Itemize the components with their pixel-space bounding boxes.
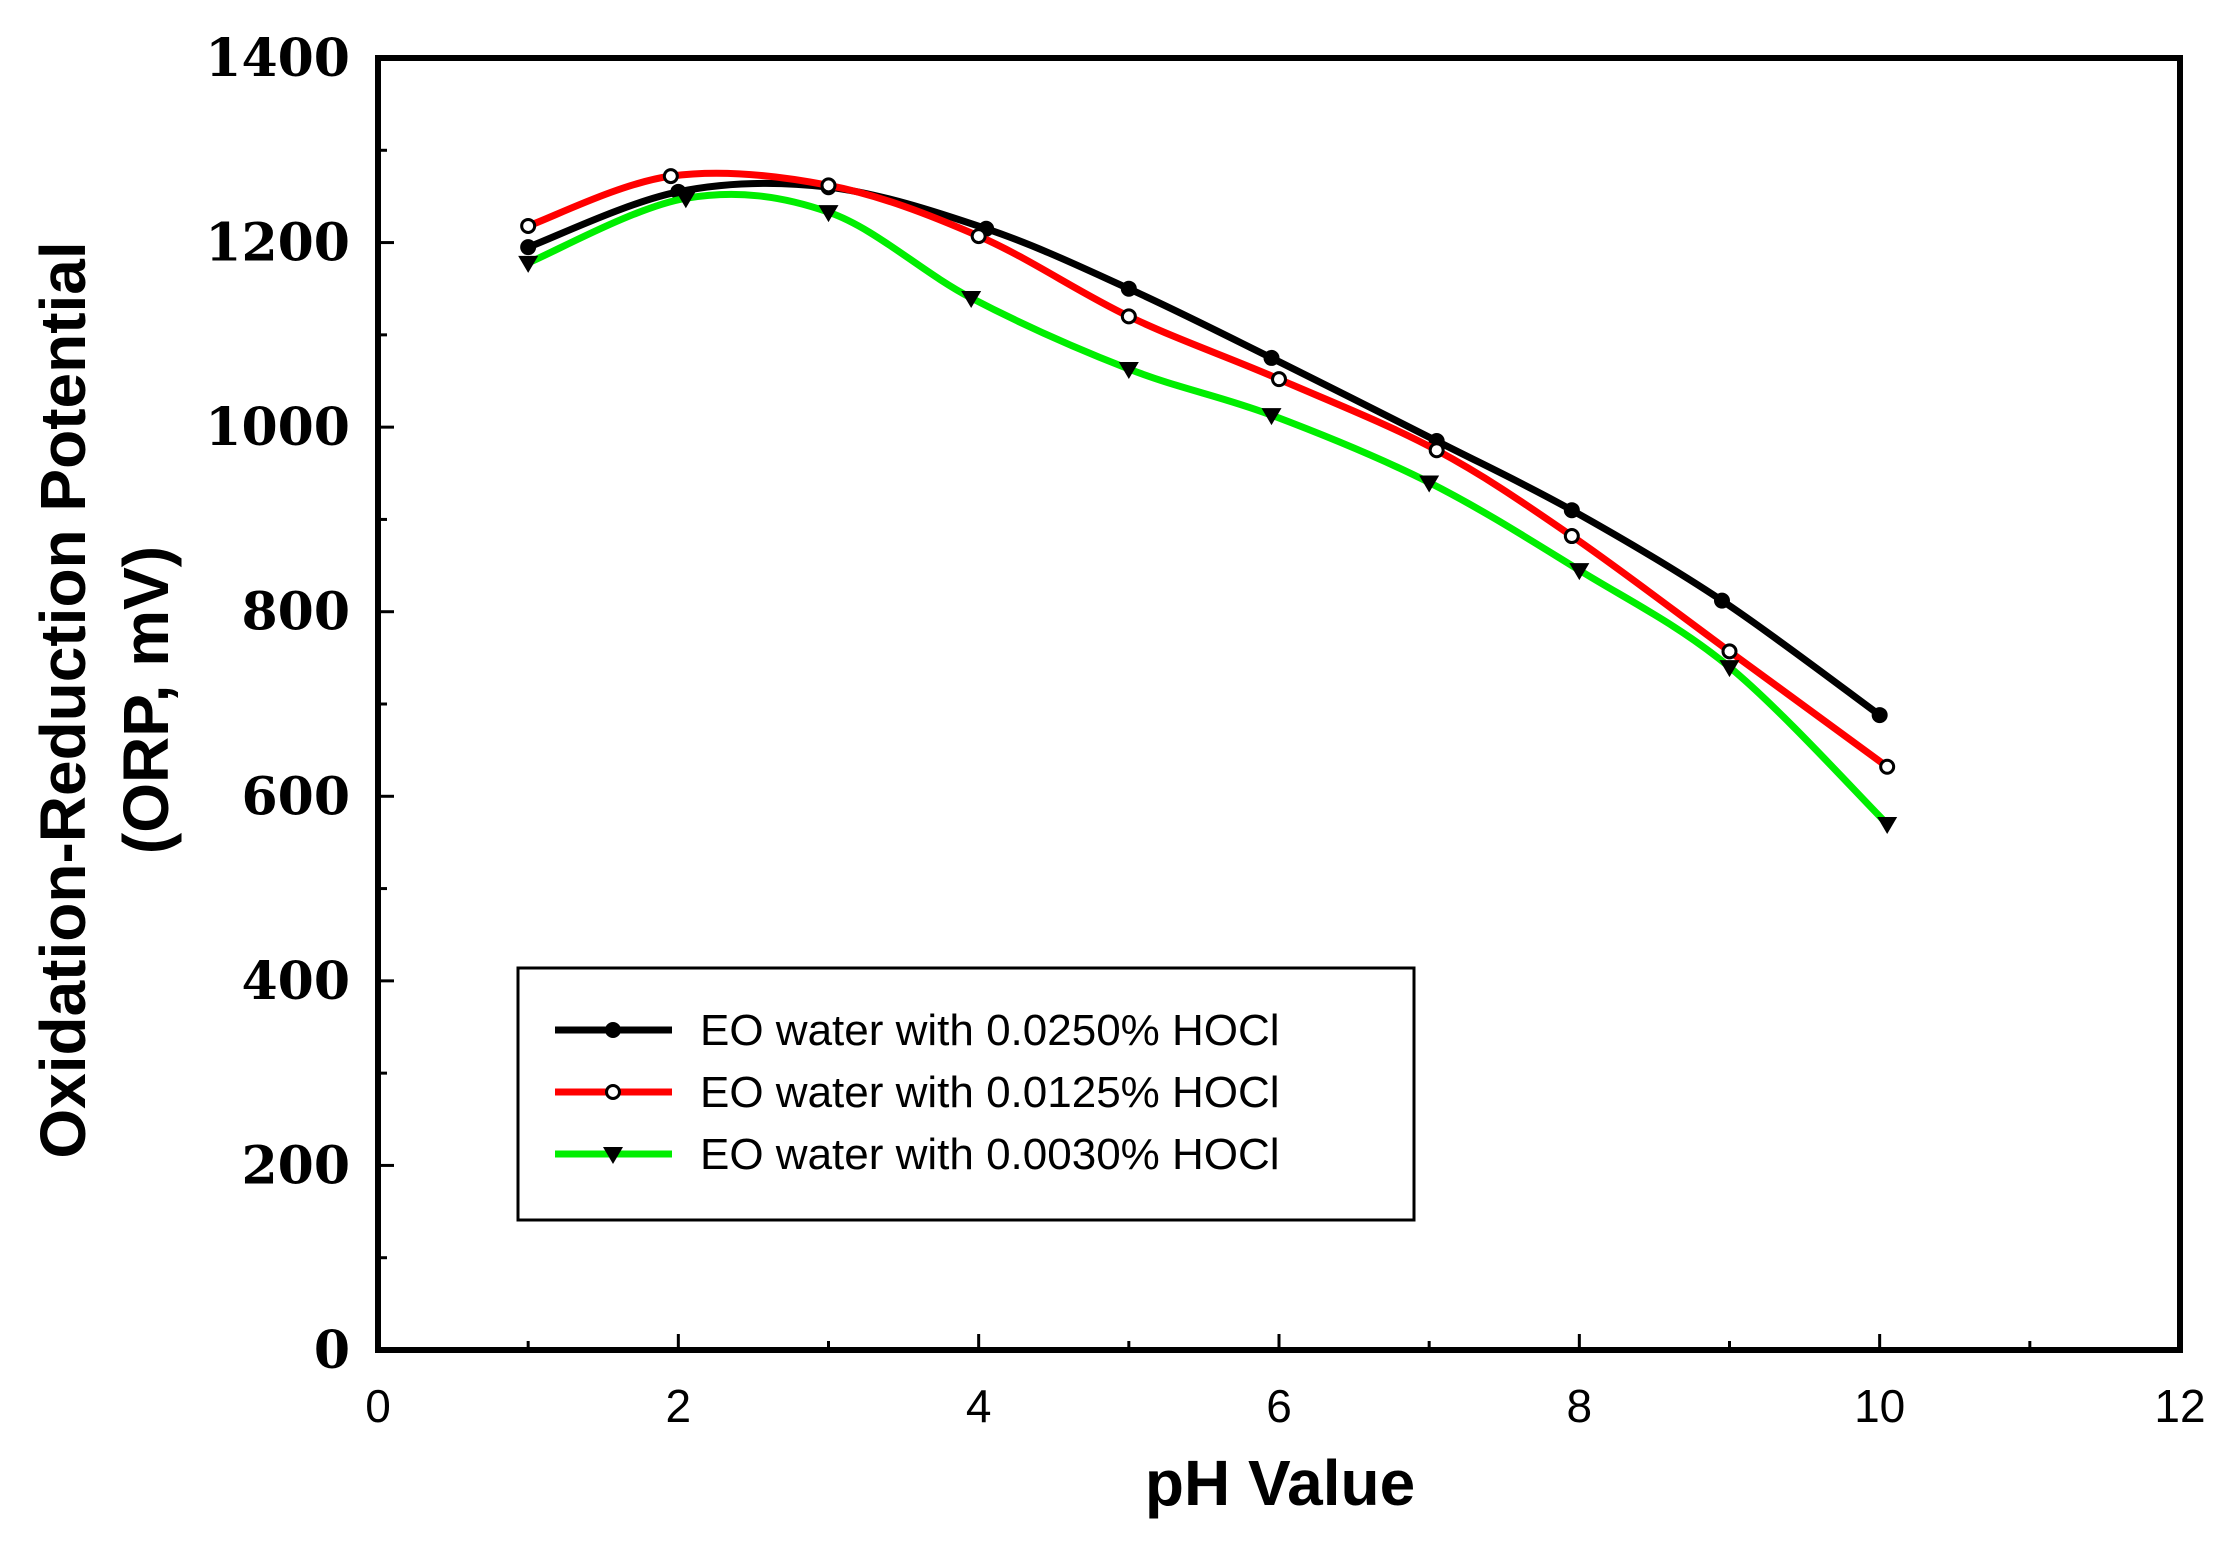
y-tick-label: 800 bbox=[241, 582, 350, 643]
x-axis-title: pH Value bbox=[1145, 1447, 1415, 1519]
data-point bbox=[1419, 475, 1440, 493]
data-point bbox=[1120, 308, 1137, 325]
legend-entry: EO water with 0.0250% HOCl bbox=[555, 1006, 1280, 1055]
data-point bbox=[662, 168, 679, 185]
legend-marker bbox=[605, 1084, 621, 1100]
legend-marker bbox=[605, 1022, 621, 1038]
x-tick-label: 2 bbox=[666, 1380, 692, 1432]
x-tick-label: 10 bbox=[1854, 1380, 1905, 1432]
legend-entry: EO water with 0.0030% HOCl bbox=[555, 1130, 1280, 1179]
y-tick-label: 600 bbox=[241, 766, 350, 827]
data-point bbox=[820, 177, 837, 194]
data-point bbox=[1261, 408, 1282, 426]
data-point bbox=[1563, 528, 1580, 545]
data-point bbox=[1871, 707, 1888, 724]
legend-label: EO water with 0.0250% HOCl bbox=[700, 1006, 1280, 1055]
data-point bbox=[1713, 592, 1730, 609]
legend-label: EO water with 0.0030% HOCl bbox=[700, 1130, 1280, 1179]
data-point bbox=[1428, 442, 1445, 459]
data-point bbox=[675, 191, 696, 209]
data-point bbox=[1721, 643, 1738, 660]
x-tick-label: 0 bbox=[365, 1380, 391, 1432]
x-tick-label: 12 bbox=[2154, 1380, 2205, 1432]
data-point bbox=[1120, 280, 1137, 297]
y-tick-label: 400 bbox=[241, 951, 350, 1012]
series-2 bbox=[520, 168, 1896, 775]
y-tick-label: 1000 bbox=[205, 397, 350, 458]
data-point bbox=[520, 239, 537, 256]
legend-entry: EO water with 0.0125% HOCl bbox=[555, 1068, 1280, 1117]
y-tick-label: 1200 bbox=[205, 213, 350, 274]
data-point bbox=[518, 255, 539, 273]
data-point bbox=[1879, 758, 1896, 775]
y-tick-label: 200 bbox=[241, 1135, 350, 1196]
data-point bbox=[1271, 371, 1287, 388]
data-point bbox=[1563, 502, 1580, 519]
data-point bbox=[1263, 349, 1280, 366]
data-point bbox=[818, 205, 839, 223]
data-point bbox=[961, 290, 982, 308]
series-1 bbox=[520, 179, 1888, 724]
series-3 bbox=[518, 190, 1898, 834]
y-axis-title-line1: Oxidation-Reduction Potential bbox=[27, 241, 99, 1158]
series-line bbox=[524, 179, 1884, 719]
x-tick-label: 6 bbox=[1266, 1380, 1292, 1432]
y-tick-label: 1400 bbox=[205, 28, 350, 89]
data-point bbox=[970, 228, 987, 245]
data-point bbox=[520, 217, 537, 234]
y-axis-title-line2: (ORP, mV) bbox=[110, 546, 182, 854]
x-tick-label: 8 bbox=[1567, 1380, 1593, 1432]
series-line bbox=[524, 190, 1891, 828]
y-tick-label: 0 bbox=[314, 1320, 350, 1381]
legend-marker bbox=[603, 1147, 623, 1164]
series-line bbox=[524, 169, 1891, 771]
data-point bbox=[1719, 660, 1740, 678]
legend: EO water with 0.0250% HOCl EO water with … bbox=[516, 966, 1416, 1222]
data-point bbox=[1877, 816, 1898, 834]
legend-label: EO water with 0.0125% HOCl bbox=[700, 1068, 1280, 1117]
data-point bbox=[1569, 563, 1590, 581]
x-tick-label: 4 bbox=[966, 1380, 992, 1432]
data-point bbox=[1118, 362, 1139, 380]
